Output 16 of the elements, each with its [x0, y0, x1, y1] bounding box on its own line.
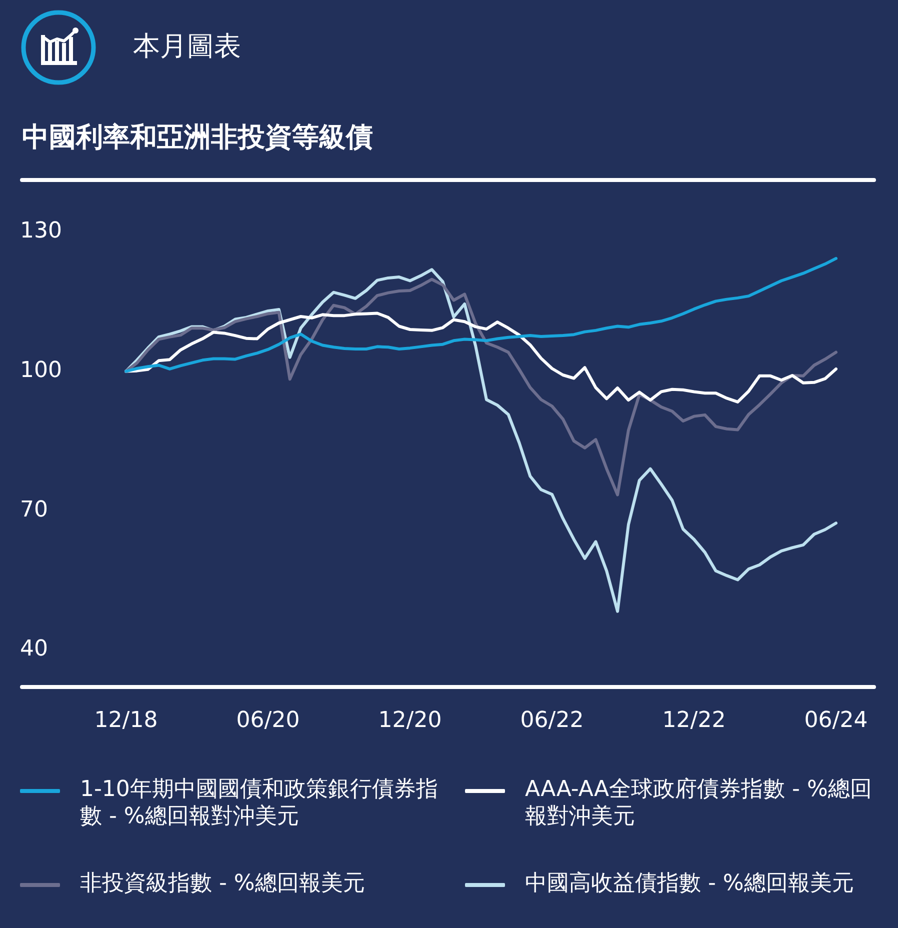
- y-tick-label: 130: [20, 218, 62, 244]
- x-tick-label: 12/22: [662, 708, 726, 733]
- x-tick-label: 12/20: [378, 708, 442, 733]
- legend-label: 1-10年期中國國債和政策銀行債券指數 - %總回報對沖美元: [80, 776, 439, 830]
- x-tick-label: 12/18: [94, 708, 158, 733]
- x-tick-label: 06/22: [520, 708, 584, 733]
- chart-title: 中國利率和亞洲非投資等級債: [22, 121, 373, 155]
- x-tick-label: 06/24: [804, 708, 868, 733]
- legend-label: 非投資級指數 - %總回報美元: [80, 870, 365, 897]
- y-tick-label: 70: [20, 497, 48, 522]
- text: 本月圖表: [133, 30, 241, 64]
- y-tick-label: 40: [20, 636, 48, 662]
- y-tick-label: 100: [20, 358, 62, 384]
- legend-label: AAA-AA全球政府債券指數 - %總回報對沖美元: [525, 776, 873, 830]
- legend-label: 中國高收益債指數 - %總回報美元: [525, 870, 854, 897]
- x-tick-label: 06/20: [236, 708, 300, 733]
